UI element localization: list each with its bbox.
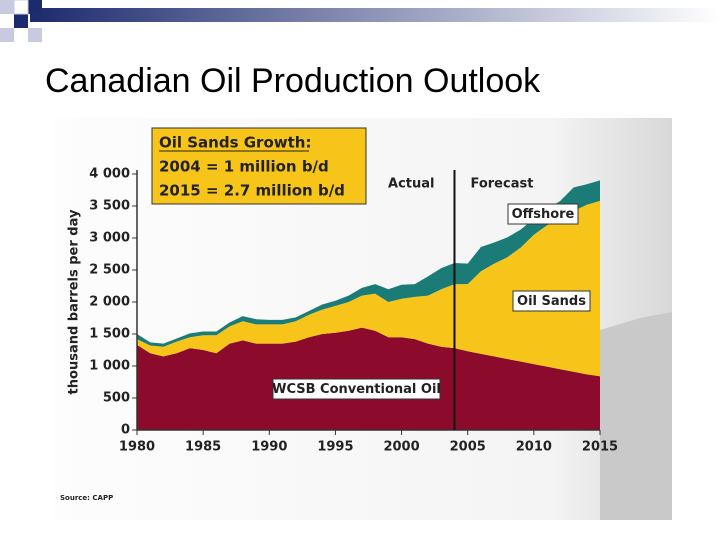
y-tick-label: 1 500 bbox=[89, 327, 130, 342]
source: Source: CAPP bbox=[60, 494, 113, 502]
area bbox=[137, 200, 600, 377]
slide-title: Canadian Oil Production Outlook bbox=[45, 62, 541, 100]
annotation-text: 2004 = 1 million b/d bbox=[159, 158, 329, 176]
y-tick-label: 500 bbox=[103, 391, 130, 406]
y-axis-label: thousand barrels per day bbox=[67, 209, 82, 394]
y-tick-label: 1 000 bbox=[89, 359, 130, 374]
x-tick-label: 1985 bbox=[185, 440, 221, 455]
y-tick-label: 0 bbox=[121, 423, 130, 438]
series-label-box bbox=[507, 203, 579, 225]
x-tick-label: 2010 bbox=[516, 440, 552, 455]
x-tick-label: 1990 bbox=[251, 440, 287, 455]
deco-square bbox=[14, 14, 28, 28]
y-tick-label: 3 000 bbox=[89, 231, 130, 246]
deco-square bbox=[0, 0, 14, 14]
deco-square bbox=[28, 28, 42, 42]
y-tick-label: 3 500 bbox=[89, 199, 130, 214]
series-label: Offshore bbox=[512, 207, 575, 222]
series-label: WCSB Conventional Oil bbox=[272, 382, 441, 397]
annotation-box bbox=[151, 127, 367, 205]
forecast-label: Forecast bbox=[470, 177, 533, 192]
series-label-box bbox=[512, 290, 591, 312]
deco-square bbox=[28, 0, 42, 14]
x-tick-label: 2005 bbox=[450, 440, 486, 455]
y-tick-label: 2 500 bbox=[89, 263, 130, 278]
y-tick-label: 4 000 bbox=[89, 167, 130, 182]
title-bar bbox=[30, 8, 720, 22]
x-tick-label: 1980 bbox=[119, 440, 155, 455]
annotation-text: Oil Sands Growth: bbox=[159, 134, 311, 152]
x-tick-label: 2000 bbox=[383, 440, 419, 455]
deco-square bbox=[13, 0, 29, 15]
actual-label: Actual bbox=[388, 177, 434, 192]
x-tick-label: 1995 bbox=[317, 440, 353, 455]
x-tick-label: 2015 bbox=[582, 440, 618, 455]
y-tick-label: 2 000 bbox=[89, 295, 130, 310]
annotation-text: 2015 = 2.7 million b/d bbox=[159, 182, 345, 200]
series-label: Oil Sands bbox=[517, 294, 586, 309]
background-texture bbox=[600, 312, 672, 520]
series-label-box bbox=[272, 378, 441, 400]
deco-square bbox=[0, 28, 14, 42]
